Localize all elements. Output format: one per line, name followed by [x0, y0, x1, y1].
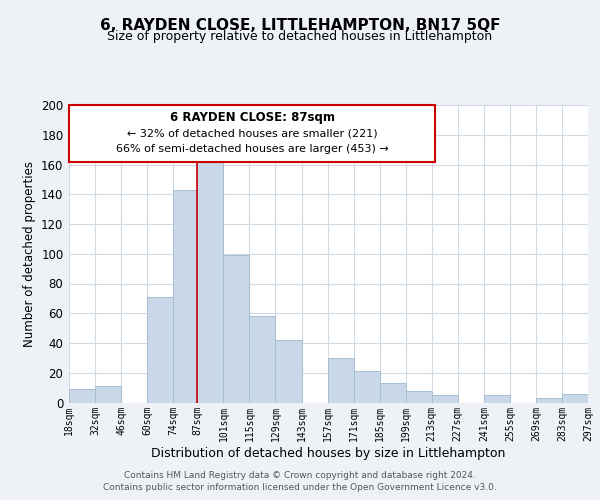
- Bar: [223, 255, 250, 402]
- Text: Contains public sector information licensed under the Open Government Licence v3: Contains public sector information licen…: [103, 482, 497, 492]
- Bar: [536, 398, 562, 402]
- Bar: [275, 340, 302, 402]
- Bar: [173, 190, 197, 402]
- Bar: [147, 297, 173, 403]
- Bar: [484, 395, 510, 402]
- Text: Size of property relative to detached houses in Littlehampton: Size of property relative to detached ho…: [107, 30, 493, 43]
- Text: Contains HM Land Registry data © Crown copyright and database right 2024.: Contains HM Land Registry data © Crown c…: [124, 472, 476, 480]
- Bar: [432, 395, 458, 402]
- X-axis label: Distribution of detached houses by size in Littlehampton: Distribution of detached houses by size …: [151, 448, 506, 460]
- Y-axis label: Number of detached properties: Number of detached properties: [23, 161, 35, 347]
- Bar: [562, 394, 588, 402]
- Bar: [95, 386, 121, 402]
- Bar: [328, 358, 353, 403]
- Text: 6 RAYDEN CLOSE: 87sqm: 6 RAYDEN CLOSE: 87sqm: [170, 111, 335, 124]
- Bar: [250, 316, 275, 402]
- Bar: [69, 389, 95, 402]
- Bar: [197, 152, 223, 402]
- Text: 6, RAYDEN CLOSE, LITTLEHAMPTON, BN17 5QF: 6, RAYDEN CLOSE, LITTLEHAMPTON, BN17 5QF: [100, 18, 500, 32]
- Bar: [406, 390, 432, 402]
- Text: ← 32% of detached houses are smaller (221): ← 32% of detached houses are smaller (22…: [127, 128, 377, 138]
- Bar: [353, 372, 380, 402]
- Text: 66% of semi-detached houses are larger (453) →: 66% of semi-detached houses are larger (…: [116, 144, 389, 154]
- Bar: [380, 383, 406, 402]
